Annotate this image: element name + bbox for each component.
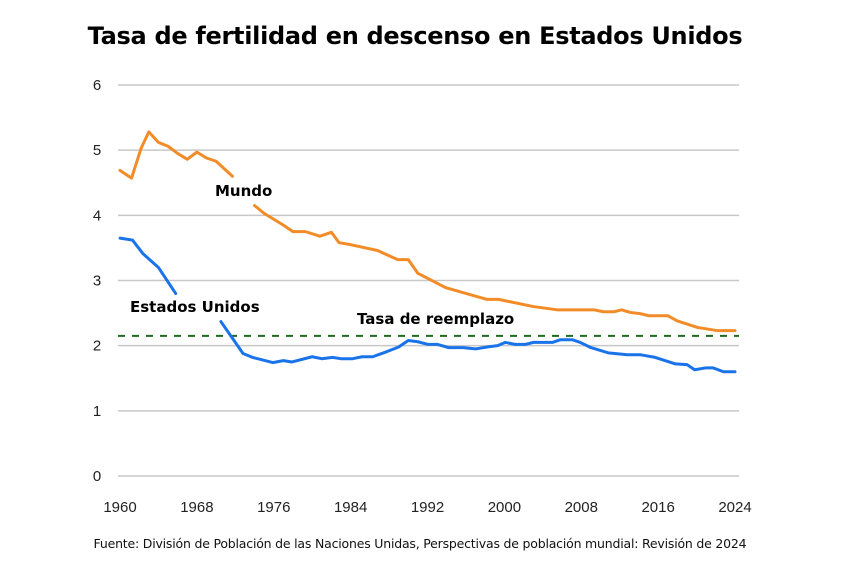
annotations: Mundo Estados Unidos Tasa de reemplazo [130, 182, 514, 328]
x-tick-label: 1976 [257, 499, 290, 516]
annotation-mundo: Mundo [215, 182, 272, 200]
gridlines [118, 84, 739, 477]
series-line-estados-unidos-1 [118, 236, 178, 296]
chart-title: Tasa de fertilidad en descenso en Estado… [87, 22, 743, 50]
y-axis: 0 1 2 3 4 5 6 [93, 77, 101, 485]
x-tick-label: 1960 [103, 499, 136, 516]
x-tick-label: 2024 [718, 499, 751, 516]
x-tick-label: 1968 [180, 499, 213, 516]
y-tick-label: 6 [93, 77, 101, 94]
annotation-estados-unidos: Estados Unidos [130, 298, 260, 316]
x-tick-label: 1992 [411, 499, 444, 516]
y-tick-label: 5 [93, 142, 101, 159]
annotation-tasa-de-reemplazo: Tasa de reemplazo [357, 310, 514, 328]
x-tick-label: 1984 [334, 499, 367, 516]
x-tick-label: 2008 [565, 499, 598, 516]
series-line-estados-unidos-2 [219, 320, 737, 374]
y-tick-label: 1 [93, 403, 101, 420]
y-tick-label: 3 [93, 273, 101, 290]
series-layer [118, 130, 737, 374]
y-tick-label: 4 [93, 207, 101, 224]
x-tick-label: 2000 [488, 499, 521, 516]
series-line-mundo-1 [118, 130, 234, 180]
y-tick-label: 2 [93, 338, 101, 355]
y-tick-label: 0 [93, 468, 101, 485]
x-tick-label: 2016 [641, 499, 674, 516]
source-note: Fuente: División de Población de las Nac… [93, 536, 747, 551]
x-axis: 1960 1968 1976 1984 1992 2000 2008 2016 2024 [103, 499, 751, 516]
